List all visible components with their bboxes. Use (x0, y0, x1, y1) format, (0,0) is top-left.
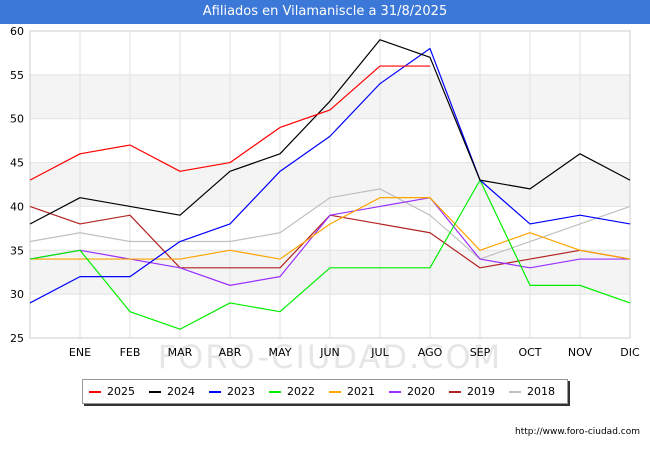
legend-item-2023[interactable]: 2023 (209, 380, 255, 403)
series-line-2018 (29, 188, 631, 260)
legend-swatch (149, 391, 161, 393)
x-tick-label: FEB (120, 346, 141, 359)
legend-swatch (89, 391, 101, 393)
legend-item-2018[interactable]: 2018 (509, 380, 555, 403)
legend-label: 2019 (467, 385, 495, 398)
y-tick-label: 45 (10, 157, 24, 170)
y-tick-label: 50 (10, 113, 24, 126)
legend-swatch (269, 391, 281, 393)
x-tick-label: MAY (269, 346, 292, 359)
legend-label: 2022 (287, 385, 315, 398)
legend-swatch (449, 391, 461, 393)
x-tick-label: DIC (620, 346, 640, 359)
legend-item-2025[interactable]: 2025 (89, 380, 135, 403)
y-tick-label: 35 (10, 244, 24, 257)
legend-swatch (509, 391, 521, 393)
legend-label: 2023 (227, 385, 255, 398)
y-tick-label: 30 (10, 288, 24, 301)
x-tick-label: ABR (219, 346, 242, 359)
legend-label: 2021 (347, 385, 375, 398)
y-tick-label: 60 (10, 25, 24, 38)
series-line-2023 (29, 47, 631, 304)
legend-label: 2020 (407, 385, 435, 398)
plot-border (29, 30, 631, 339)
x-tick-label: SEP (470, 346, 491, 359)
x-tick-label: JUN (319, 346, 340, 359)
legend-swatch (209, 391, 221, 393)
x-tick-label: AGO (418, 346, 443, 359)
legend-swatch (389, 391, 401, 393)
legend-item-2021[interactable]: 2021 (329, 380, 375, 403)
legend-item-2022[interactable]: 2022 (269, 380, 315, 403)
legend-label: 2018 (527, 385, 555, 398)
chart-title: Afiliados en Vilamaniscle a 31/8/2025 (0, 0, 650, 24)
x-tick-label: OCT (518, 346, 541, 359)
legend-swatch (329, 391, 341, 393)
legend-item-2020[interactable]: 2020 (389, 380, 435, 403)
x-tick-label: JUL (370, 346, 389, 359)
legend-label: 2025 (107, 385, 135, 398)
y-tick-label: 55 (10, 69, 24, 82)
x-tick-label: NOV (568, 346, 593, 359)
legend-item-2024[interactable]: 2024 (149, 380, 195, 403)
legend: 2025 2024 2023 2022 2021 2020 2019 2018 (82, 379, 568, 404)
series-line-2022 (29, 179, 631, 330)
legend-label: 2024 (167, 385, 195, 398)
series-line-2021 (30, 197, 631, 260)
legend-item-2019[interactable]: 2019 (449, 380, 495, 403)
x-tick-label: ENE (69, 346, 91, 359)
source-link[interactable]: http://www.foro-ciudad.com (515, 427, 640, 437)
watermark: FORO-CIUDAD.COM (158, 338, 503, 376)
y-tick-label: 40 (10, 200, 24, 213)
series-line-2025 (29, 65, 430, 181)
x-tick-label: MAR (168, 346, 193, 359)
y-tick-label: 25 (10, 332, 24, 345)
series-line-2024 (29, 39, 631, 225)
